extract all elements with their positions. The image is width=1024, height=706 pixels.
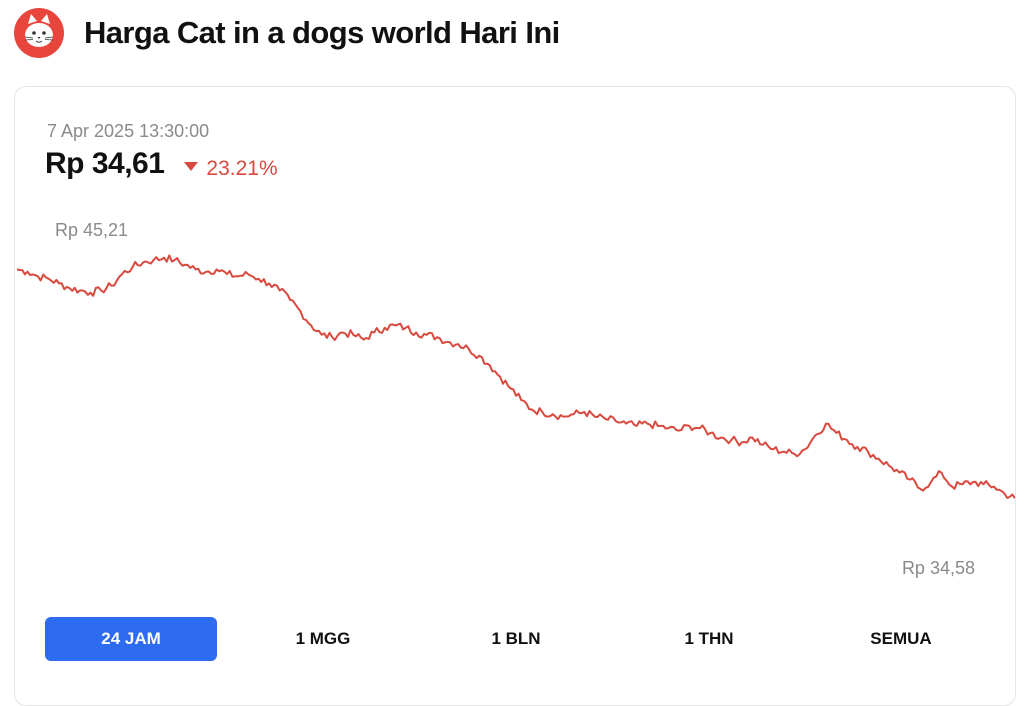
cat-face-icon	[14, 8, 64, 58]
high-price-label: Rp 45,21	[55, 220, 128, 240]
triangle-down-icon	[184, 162, 199, 171]
current-price: Rp 34,61	[45, 147, 165, 180]
page-header: Harga Cat in a dogs world Hari Ini	[14, 8, 560, 58]
price-timestamp: 7 Apr 2025 13:30:00	[47, 121, 210, 141]
price-chart-card: 7 Apr 2025 13:30:00 Rp 34,61 23.21% Rp 4…	[14, 86, 1016, 706]
price-change-value: 23.21%	[206, 156, 278, 180]
low-price-label: Rp 34,58	[902, 558, 975, 578]
range-button-all[interactable]: SEMUA	[815, 617, 987, 661]
time-range-selector: 24 JAM 1 MGG 1 BLN 1 THN SEMUA	[45, 617, 995, 663]
price-row: Rp 34,61 23.21%	[45, 147, 278, 181]
page-title: Harga Cat in a dogs world Hari Ini	[84, 15, 560, 50]
range-button-1w[interactable]: 1 MGG	[237, 617, 409, 661]
price-line-chart[interactable]: Rp 45,21 Rp 34,58	[15, 87, 1015, 607]
price-change: 23.21%	[184, 156, 278, 181]
range-button-1m[interactable]: 1 BLN	[430, 617, 602, 661]
price-line	[16, 254, 1015, 499]
range-button-1y[interactable]: 1 THN	[623, 617, 795, 661]
range-button-24h[interactable]: 24 JAM	[45, 617, 217, 661]
